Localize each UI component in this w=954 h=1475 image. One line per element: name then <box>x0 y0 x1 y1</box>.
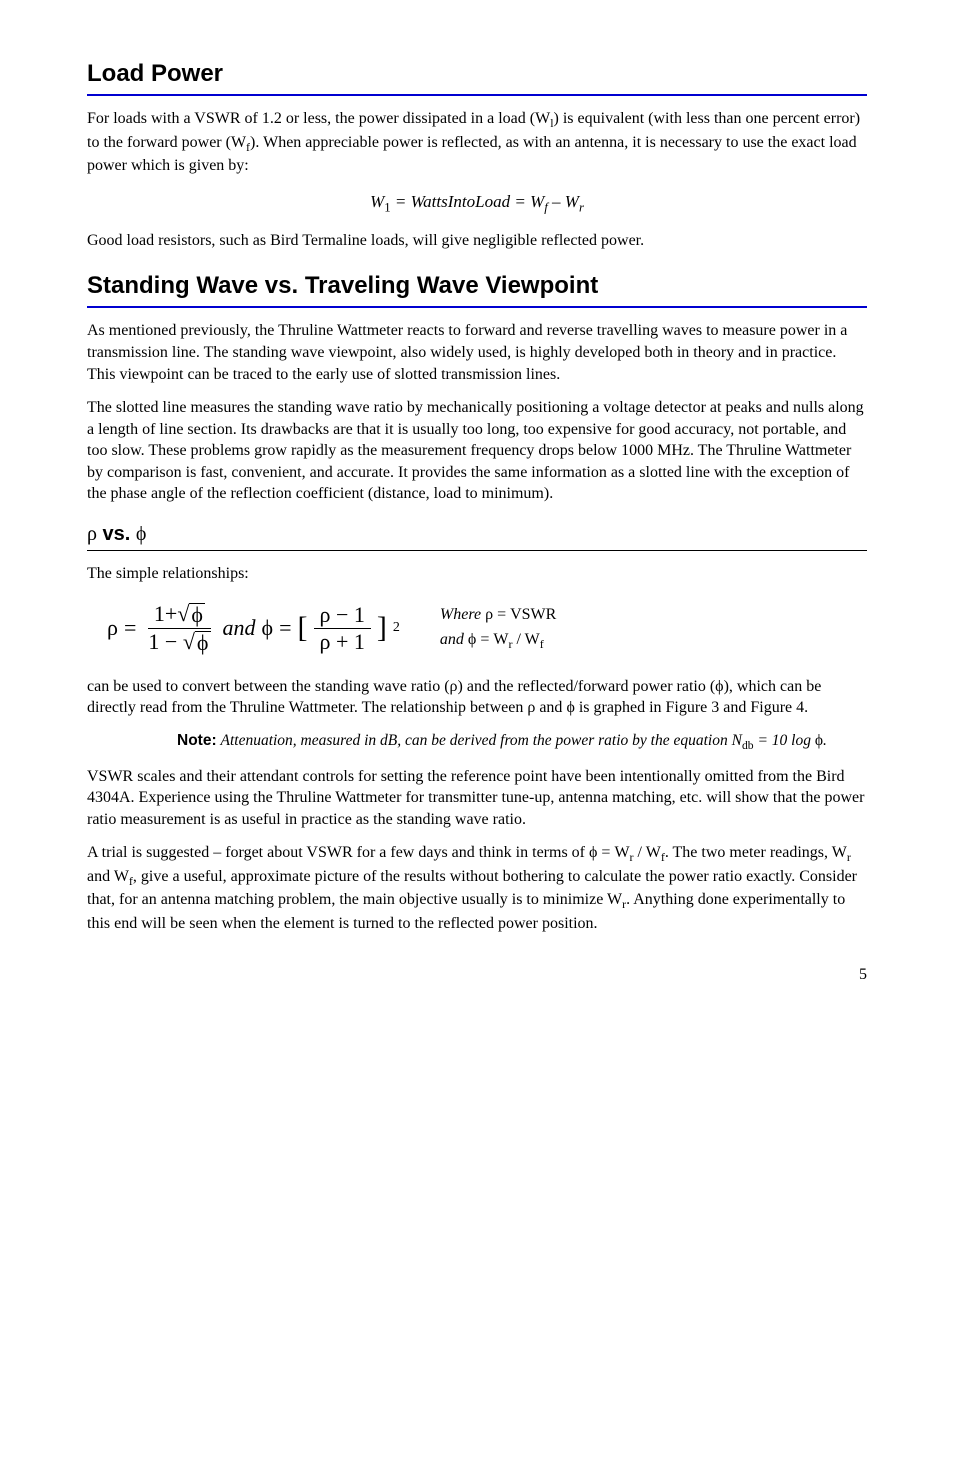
radicand: ϕ <box>195 631 211 654</box>
text: can be used to convert between the stand… <box>87 678 450 695</box>
radical: √ <box>183 631 195 653</box>
text: and <box>535 699 566 716</box>
sub: db <box>742 739 754 752</box>
rhoPhi-after: can be used to convert between the stand… <box>87 676 867 719</box>
eq-left: ρ = 1+√ϕ 1 − √ϕ and ϕ = [ ρ − 1 ρ + 1 ]2 <box>107 601 400 656</box>
and-label: and <box>440 631 468 648</box>
numerator: 1+√ϕ <box>148 601 211 629</box>
eq-text: = WattsIntoLoad = <box>391 192 530 211</box>
text: . The two meter readings, W <box>665 844 847 861</box>
where-block: Where ρ = VSWR and ϕ = Wr / Wf <box>440 602 556 655</box>
numerator: ρ − 1 <box>314 602 371 629</box>
eq-sub: r <box>579 200 584 214</box>
note-block: Note: Attenuation, measured in dB, can b… <box>177 731 867 754</box>
load-power-p1: For loads with a VSWR of 1.2 or less, th… <box>87 108 867 176</box>
text: = W <box>597 844 629 861</box>
rhoPhi-p4: A trial is suggested – forget about VSWR… <box>87 842 867 934</box>
eq-var: W <box>530 192 544 211</box>
radical: √ <box>177 603 189 625</box>
equals: = <box>124 613 136 643</box>
eq-var: W <box>565 192 579 211</box>
vs-text: vs. <box>97 523 136 545</box>
phi-symbol: ϕ <box>136 523 147 545</box>
equation-rho-phi: ρ = 1+√ϕ 1 − √ϕ and ϕ = [ ρ − 1 ρ + 1 ]2… <box>107 601 867 656</box>
phi: ϕ <box>815 732 823 749</box>
bracket-right: ] <box>377 616 387 640</box>
text: = VSWR <box>493 606 556 623</box>
sqrt: √ϕ <box>183 631 211 654</box>
text: For loads with a VSWR of 1.2 or less, th… <box>87 110 550 127</box>
text: A trial is suggested – forget about VSWR… <box>87 844 589 861</box>
text: / W <box>512 631 539 648</box>
sub: f <box>540 637 544 651</box>
bracket-left: [ <box>298 616 308 640</box>
note-label: Note: <box>177 732 217 749</box>
text: / W <box>634 844 661 861</box>
text: ) and the reflected/forward power ratio … <box>458 678 716 695</box>
fraction-1: 1+√ϕ 1 − √ϕ <box>142 601 216 656</box>
fraction-2: ρ − 1 ρ + 1 <box>314 602 371 655</box>
text: and W <box>87 868 129 885</box>
radicand: ϕ <box>189 603 205 626</box>
eq-var: W <box>370 192 384 211</box>
phi: ϕ <box>715 678 723 695</box>
load-power-p2: Good load resistors, such as Bird Termal… <box>87 230 867 252</box>
text: 1+ <box>154 601 177 626</box>
rho: ρ <box>107 613 118 643</box>
exponent: 2 <box>393 619 400 638</box>
text: 1 − <box>148 629 182 654</box>
standing-p2: The slotted line measures the standing w… <box>87 397 867 505</box>
rho: ρ <box>450 678 458 695</box>
phi: ϕ <box>262 613 274 643</box>
note-text: . <box>823 732 827 749</box>
note-text: Attenuation, measured in dB, can be deri… <box>220 732 741 749</box>
and-text: and <box>223 613 256 643</box>
section-standing-wave: Standing Wave vs. Traveling Wave Viewpoi… <box>87 270 867 308</box>
rhoPhi-p3: VSWR scales and their attendant controls… <box>87 766 867 831</box>
rho: ρ <box>485 606 493 623</box>
text: is graphed in Figure 3 and Figure 4. <box>575 699 808 716</box>
subsection-rho-vs-phi: ρ vs. ϕ <box>87 521 867 551</box>
denominator: 1 − √ϕ <box>142 629 216 656</box>
text: = W <box>476 631 508 648</box>
sqrt: √ϕ <box>177 603 205 626</box>
eq-text: – <box>548 192 565 211</box>
denominator: ρ + 1 <box>314 629 371 655</box>
section-load-power: Load Power <box>87 58 867 96</box>
rhoPhi-intro: The simple relationships: <box>87 563 867 585</box>
where-line-2: and ϕ = Wr / Wf <box>440 627 556 654</box>
equation-load-power: W1 = WattsIntoLoad = Wf – Wr <box>87 191 867 217</box>
sub: r <box>847 851 851 865</box>
phi: ϕ <box>566 699 574 716</box>
standing-p1: As mentioned previously, the Thruline Wa… <box>87 320 867 385</box>
where-label: Where <box>440 606 485 623</box>
equals: = <box>279 613 291 643</box>
page-number: 5 <box>87 964 867 986</box>
rho-symbol: ρ <box>87 523 97 545</box>
note-text: = 10 log <box>754 732 815 749</box>
where-line-1: Where ρ = VSWR <box>440 602 556 628</box>
